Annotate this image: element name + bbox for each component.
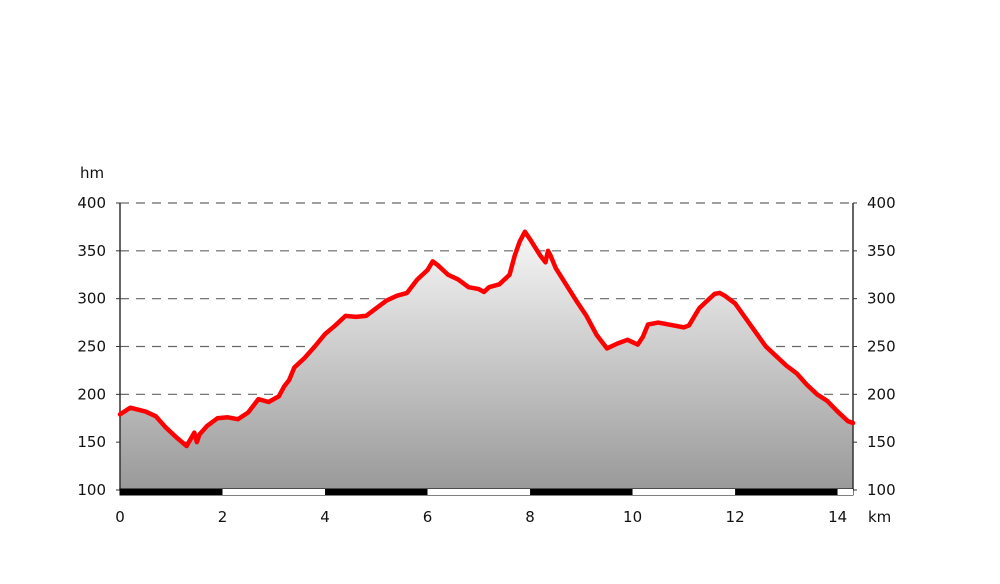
x-tick-label: 12 — [726, 508, 745, 526]
axes — [116, 202, 857, 491]
y-tick-label-left: 400 — [77, 194, 106, 212]
y-tick-label-right: 400 — [867, 194, 896, 212]
scale-bar-segment-8 — [530, 489, 633, 495]
line-layer — [117, 229, 856, 449]
elevation-line — [117, 229, 856, 449]
y-tick-label-right: 150 — [867, 433, 896, 451]
scale-bar-segment-10 — [632, 489, 736, 495]
y-tick-label-right: 300 — [867, 290, 896, 308]
x-tick-label: 8 — [525, 508, 535, 526]
area-fill-layer — [120, 231, 853, 490]
y-tick-label-right: 350 — [867, 242, 896, 260]
y-tick-label-left: 250 — [77, 338, 106, 356]
y-tick-label-left: 150 — [77, 433, 106, 451]
x-tick-label: 2 — [218, 508, 228, 526]
distance-scale-bar — [119, 488, 854, 496]
y-tick-label-left: 100 — [77, 481, 106, 499]
elevation-area — [120, 231, 853, 490]
x-tick-label: 0 — [115, 508, 125, 526]
scale-bar-segment-6 — [427, 489, 531, 495]
x-tick-label: 6 — [423, 508, 433, 526]
scale-bar-segment-14 — [837, 489, 853, 495]
y-axis-unit-label: hm — [80, 164, 104, 182]
scale-bar-segment-2 — [222, 489, 326, 495]
y-tick-label-left: 350 — [77, 242, 106, 260]
x-tick-label: 14 — [828, 508, 847, 526]
scale-bar-segment-12 — [735, 489, 838, 495]
scale-bar-segment-4 — [325, 489, 428, 495]
y-tick-label-left: 300 — [77, 290, 106, 308]
y-tick-label-left: 200 — [77, 385, 106, 403]
x-tick-label: 10 — [623, 508, 642, 526]
y-tick-label-right: 100 — [867, 481, 896, 499]
y-tick-label-right: 250 — [867, 338, 896, 356]
y-tick-label-right: 200 — [867, 385, 896, 403]
x-axis-unit-label: km — [868, 508, 891, 526]
scale-bar-segment-0 — [120, 489, 223, 495]
x-tick-label: 4 — [320, 508, 330, 526]
